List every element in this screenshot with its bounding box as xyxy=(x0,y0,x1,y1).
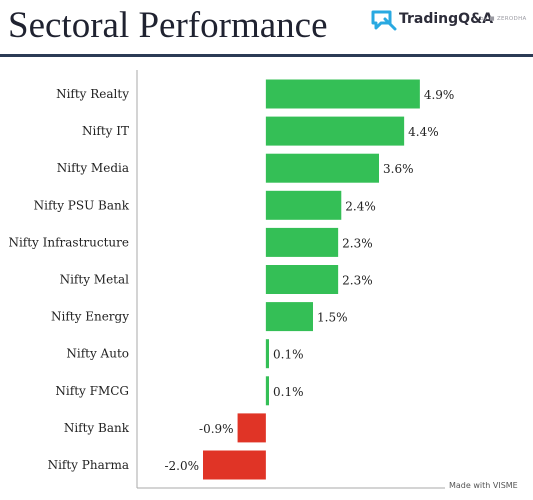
bar[interactable] xyxy=(265,339,269,369)
title-divider xyxy=(0,54,533,57)
bar[interactable] xyxy=(237,413,266,443)
data-label: 2.3% xyxy=(342,236,373,250)
data-label: 0.1% xyxy=(273,348,304,362)
tradingqa-logo-icon xyxy=(371,10,397,31)
category-label: Nifty Pharma xyxy=(48,458,129,472)
data-label: 4.9% xyxy=(424,88,455,102)
bar[interactable] xyxy=(265,116,405,146)
category-label: Nifty PSU Bank xyxy=(34,198,130,212)
category-label: Nifty Energy xyxy=(51,310,129,324)
category-label: Nifty Metal xyxy=(60,273,130,287)
bar[interactable] xyxy=(265,79,420,109)
made-with-watermark: Made with VISME xyxy=(449,481,518,490)
bar[interactable] xyxy=(265,153,379,183)
category-label: Nifty Infrastructure xyxy=(8,235,129,249)
tradingqa-logo[interactable]: TradingQ&A by ■ ZERODHA xyxy=(371,8,531,38)
data-label: -0.9% xyxy=(199,422,234,436)
bar[interactable] xyxy=(265,302,313,332)
logo-text: TradingQ&A xyxy=(399,11,494,27)
category-label: Nifty Realty xyxy=(56,87,129,101)
data-label: 3.6% xyxy=(383,162,414,176)
logo-sub-text: by ■ ZERODHA xyxy=(480,16,527,22)
data-label: 0.1% xyxy=(273,385,304,399)
category-label: Nifty IT xyxy=(82,124,129,138)
bar[interactable] xyxy=(203,450,266,480)
data-label: 4.4% xyxy=(408,125,439,139)
bar[interactable] xyxy=(265,376,269,406)
bar[interactable] xyxy=(265,265,339,294)
chart-title: Sectoral Performance xyxy=(8,5,328,46)
bar[interactable] xyxy=(265,190,342,220)
bar[interactable] xyxy=(265,227,339,257)
category-label: Nifty FMCG xyxy=(55,384,129,398)
data-label: 1.5% xyxy=(317,311,348,325)
category-label: Nifty Auto xyxy=(66,347,129,361)
data-label: 2.3% xyxy=(342,274,373,288)
category-label: Nifty Media xyxy=(57,161,129,175)
data-label: -2.0% xyxy=(164,459,199,473)
category-label: Nifty Bank xyxy=(64,421,130,435)
data-label: 2.4% xyxy=(345,199,376,213)
